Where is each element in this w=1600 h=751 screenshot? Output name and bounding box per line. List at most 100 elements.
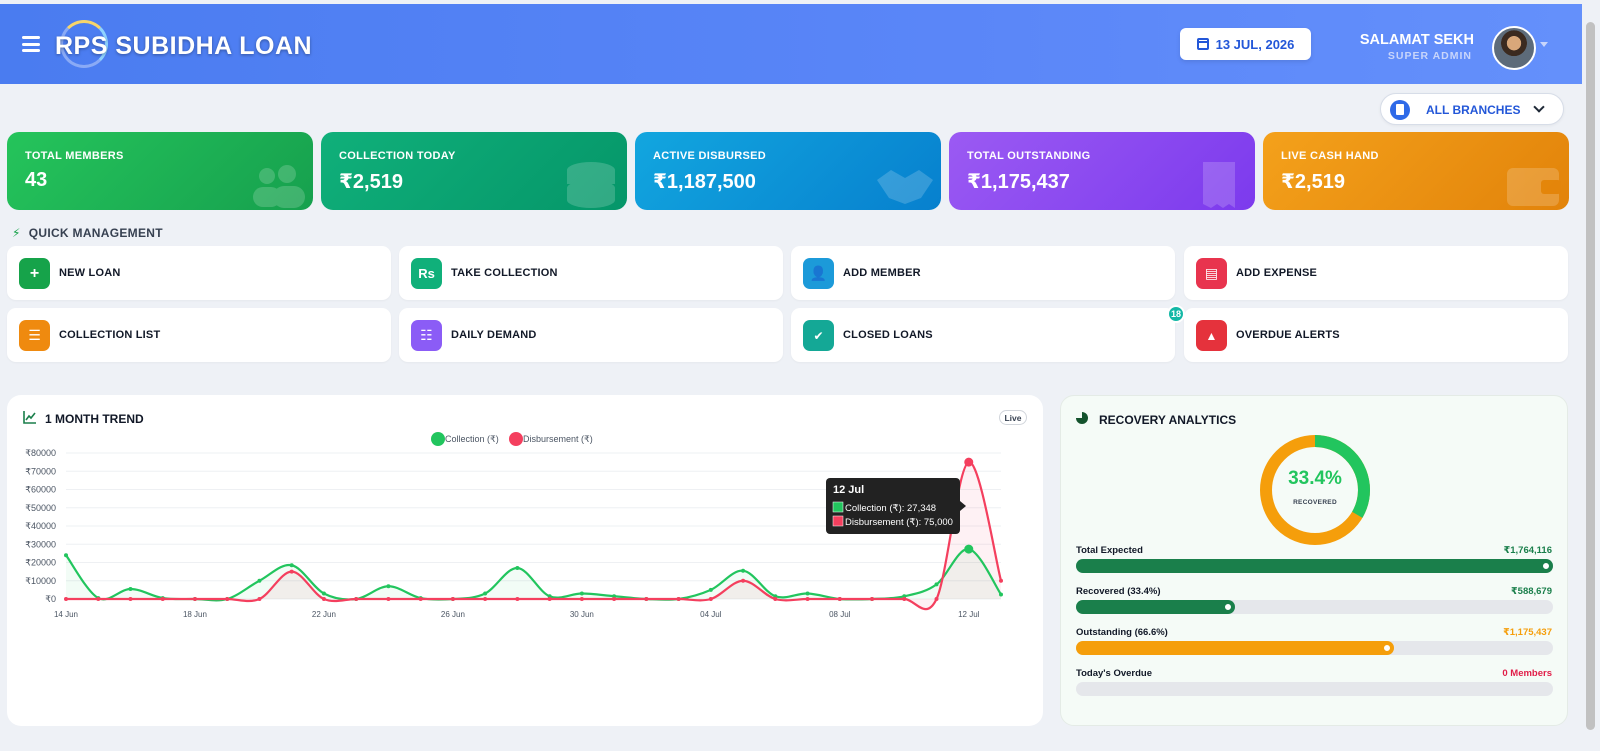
checklist-icon: ☷	[411, 320, 442, 351]
stat-label: LIVE CASH HAND	[1281, 150, 1379, 162]
data-point	[964, 457, 974, 467]
tooltip-swatch	[832, 515, 844, 527]
trend-chart[interactable]: ₹0 ₹10000 ₹20000 ₹30000 ₹40000 ₹50000 ₹60000 ₹7…	[7, 395, 1043, 726]
quick-action-add-member[interactable]: 👤 ADD MEMBER	[791, 246, 1175, 300]
data-point	[837, 597, 842, 601]
quick-action-daily-demand[interactable]: ☷ DAILY DEMAND	[399, 308, 783, 362]
wallet-icon	[1507, 168, 1561, 206]
section-title: QUICK MANAGEMENT	[28, 226, 163, 240]
donut-recovered-arc	[1260, 435, 1370, 545]
recovery-progress-bar	[1076, 600, 1553, 614]
recovery-progress-fill	[1076, 559, 1553, 573]
data-point	[483, 597, 488, 601]
data-point	[547, 594, 552, 599]
scrollbar[interactable]	[1586, 22, 1595, 730]
data-point	[773, 594, 778, 599]
quick-action-new-loan[interactable]: + NEW LOAN	[7, 246, 391, 300]
data-point	[515, 565, 520, 570]
recovery-row-label: Total Expected	[1076, 545, 1143, 556]
stat-label: TOTAL MEMBERS	[25, 150, 124, 162]
data-point	[547, 597, 552, 601]
recovery-donut	[1260, 435, 1370, 545]
date-button[interactable]: 13 JUL, 2026	[1180, 28, 1311, 60]
chevron-down-icon[interactable]	[1540, 42, 1548, 47]
data-point	[289, 563, 294, 568]
recovery-panel: RECOVERY ANALYTICS 33.4% RECOVERED Total…	[1060, 395, 1568, 726]
user-name[interactable]: SALAMAT SEKH	[1359, 32, 1474, 48]
recovery-row-value: 0 Members	[1502, 668, 1552, 679]
data-point	[644, 597, 649, 601]
pie-chart-icon	[1076, 412, 1088, 424]
stat-card-collection-today[interactable]: COLLECTION TODAY ₹2,519	[321, 132, 627, 210]
y-tick-label: ₹0	[45, 594, 56, 604]
data-point	[321, 591, 326, 596]
data-point	[805, 591, 810, 596]
legend-marker	[509, 432, 523, 446]
receipt-icon	[1203, 162, 1235, 208]
quick-action-closed-loans[interactable]: ✔ CLOSED LOANS	[791, 308, 1175, 362]
data-point	[934, 597, 939, 601]
data-point	[902, 594, 907, 599]
data-point	[870, 597, 875, 601]
quick-action-label: TAKE COLLECTION	[451, 267, 558, 279]
stat-label: TOTAL OUTSTANDING	[967, 150, 1091, 162]
trend-panel: 1 MONTH TREND Live ₹0 ₹10000 ₹20000 ₹30000 ₹…	[7, 395, 1043, 726]
stat-card-live-cash-hand[interactable]: LIVE CASH HAND ₹2,519	[1263, 132, 1569, 210]
data-point	[450, 597, 455, 601]
data-point	[773, 597, 778, 601]
recovery-row-value: ₹588,679	[1511, 586, 1552, 597]
x-tick-label: 30 Jun	[570, 610, 594, 619]
quick-action-label: ADD MEMBER	[843, 267, 921, 279]
stat-card-total-members[interactable]: TOTAL MEMBERS 43	[7, 132, 313, 210]
check-circle-icon: ✔	[803, 320, 834, 351]
progress-knob	[1381, 643, 1392, 653]
quick-action-label: OVERDUE ALERTS	[1236, 329, 1340, 341]
progress-knob	[1541, 561, 1551, 571]
data-point	[483, 591, 488, 596]
data-point	[902, 597, 907, 601]
quick-action-take-collection[interactable]: Rs TAKE COLLECTION	[399, 246, 783, 300]
data-point	[289, 569, 294, 574]
quick-action-collection-list[interactable]: ☰ COLLECTION LIST	[7, 308, 391, 362]
data-point	[579, 591, 584, 596]
stat-value: ₹2,519	[339, 171, 403, 193]
chevron-down-icon	[1533, 101, 1545, 113]
stat-card-active-disbursed[interactable]: ACTIVE DISBURSED ₹1,187,500	[635, 132, 941, 210]
recovery-progress-bar	[1076, 559, 1553, 573]
stat-value: 43	[25, 169, 48, 191]
tooltip-collection: Collection (₹): 27,348	[845, 503, 936, 514]
legend-label: Collection (₹)	[445, 434, 499, 444]
recovery-percent: 33.4%	[1288, 468, 1342, 489]
rupee-icon: Rs	[411, 258, 442, 289]
data-point	[386, 584, 391, 589]
recovery-title: RECOVERY ANALYTICS	[1099, 413, 1237, 427]
data-point	[741, 578, 746, 583]
stat-value: ₹1,187,500	[653, 171, 756, 193]
x-tick-label: 14 Jun	[54, 610, 78, 619]
branch-select-label: ALL BRANCHES	[1426, 103, 1521, 117]
x-tick-label: 22 Jun	[312, 610, 336, 619]
building-icon	[1390, 100, 1410, 120]
handshake-icon	[877, 170, 933, 204]
calendar-icon	[1196, 38, 1209, 50]
recovery-row-value: ₹1,175,437	[1503, 627, 1552, 638]
stat-card-total-outstanding[interactable]: TOTAL OUTSTANDING ₹1,175,437	[949, 132, 1255, 210]
data-point	[257, 597, 262, 601]
avatar[interactable]	[1492, 26, 1536, 70]
x-tick-label: 12 Jul	[958, 610, 980, 619]
data-point	[354, 597, 359, 601]
quick-action-add-expense[interactable]: ▤ ADD EXPENSE	[1184, 246, 1568, 300]
quick-action-label: NEW LOAN	[59, 267, 121, 279]
quick-action-label: COLLECTION LIST	[59, 329, 161, 341]
branch-select[interactable]: ALL BRANCHES	[1380, 93, 1564, 125]
menu-icon[interactable]	[22, 36, 40, 52]
tooltip-arrow	[960, 501, 966, 511]
x-tick-label: 08 Jul	[829, 610, 851, 619]
y-tick-label: ₹60000	[25, 485, 56, 495]
quick-action-overdue-alerts[interactable]: ▲ OVERDUE ALERTS	[1184, 308, 1568, 362]
data-point	[96, 597, 101, 601]
data-point	[612, 594, 617, 599]
data-point	[612, 597, 617, 601]
stat-value: ₹2,519	[1281, 171, 1345, 193]
data-point	[579, 597, 584, 601]
